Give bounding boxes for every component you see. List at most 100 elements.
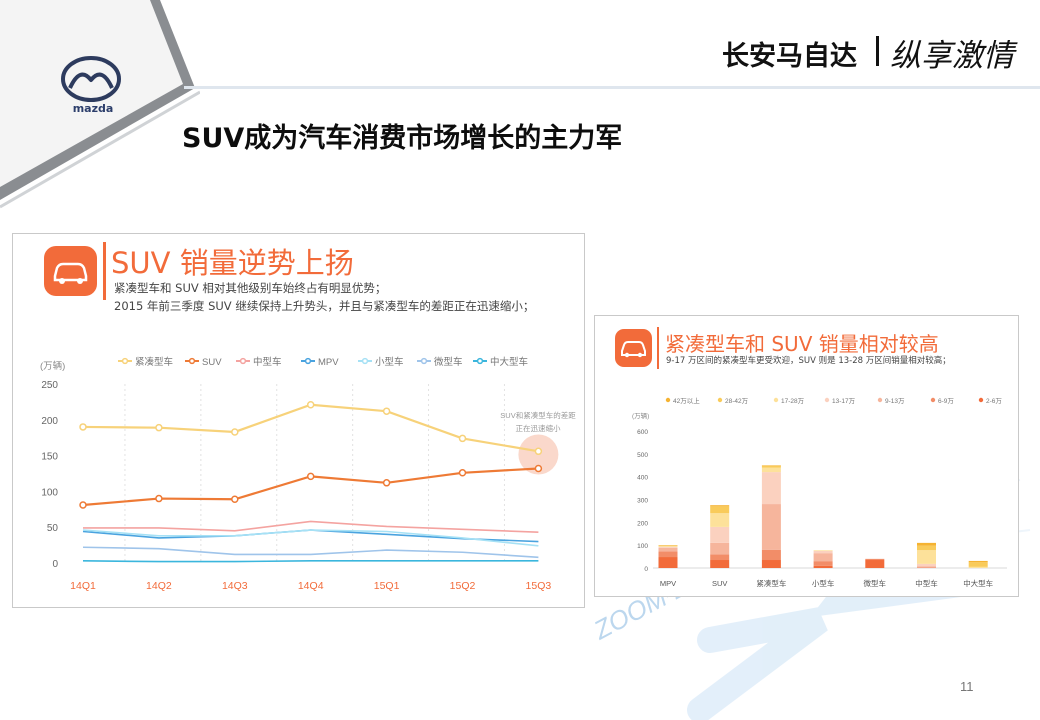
x-tick-label: 15Q3: [526, 580, 552, 592]
x-tick-label: SUV: [712, 579, 727, 588]
bar-segment: [917, 545, 936, 551]
data-point: [382, 479, 391, 487]
heading-accent-bar: [657, 327, 659, 369]
car-icon: [53, 262, 88, 284]
car-icon-box: [615, 329, 652, 367]
x-tick-label: 14Q1: [70, 580, 96, 592]
y-tick-label: 0: [52, 559, 58, 570]
bar-segment: [710, 554, 730, 561]
legend-marker: [239, 357, 247, 365]
bar-segment: [917, 567, 936, 568]
x-tick-label: 中型车: [915, 578, 938, 588]
data-point: [231, 428, 239, 436]
y-tick-label: 200: [637, 520, 648, 527]
data-point: [231, 495, 239, 504]
x-tick-label: 15Q2: [450, 580, 476, 592]
panel-subtitle-1: 紧凑型车和 SUV 相对其他级别车始终占有明显优势；: [114, 281, 387, 295]
legend-marker: [665, 397, 671, 403]
bar-segment: [658, 551, 678, 558]
bar-segment: [968, 560, 988, 563]
x-tick-label: 紧凑型车: [756, 578, 786, 588]
header-divider: [184, 86, 1040, 89]
legend-marker: [188, 357, 196, 365]
line-chart: (万辆) 0 50 100 150 200 250 14Q1 14Q2 14Q3 14Q4 15Q1 1…: [40, 356, 576, 592]
x-tick-label: 15Q1: [374, 580, 400, 592]
bar-chart: (万辆) 0 100 200 300 400 500 600 42万以上 28-42万 17-28万…: [632, 396, 1007, 588]
bar-segment: [710, 560, 730, 568]
bar-segment: [658, 557, 678, 568]
car-icon: [621, 341, 646, 358]
legend-label: SUV: [202, 357, 222, 368]
data-point: [155, 423, 163, 432]
bar-segment: [813, 565, 833, 568]
panel-heading: SUV 销量逆势上扬: [111, 246, 354, 280]
brand-slogan: 纵享激情: [890, 38, 1014, 74]
bar-segment: [917, 542, 936, 546]
heading-accent-bar: [103, 242, 106, 300]
legend-label: 6-9万: [938, 397, 954, 405]
mazda-logo-icon: [61, 56, 121, 102]
legend-label: 小型车: [375, 356, 404, 368]
legend-marker: [717, 397, 723, 403]
legend-label: 微型车: [434, 356, 463, 368]
y-tick-label: 0: [644, 566, 648, 573]
brand-separator: [876, 36, 879, 66]
y-axis-unit: (万辆): [40, 360, 65, 372]
data-point: [79, 423, 87, 431]
panel-heading: 紧凑型车和 SUV 销量相对较高: [665, 332, 939, 356]
bar-segment: [761, 465, 781, 468]
bar-segment: [710, 505, 730, 507]
bar-segment: [968, 562, 988, 567]
legend-marker: [773, 397, 779, 403]
data-point: [458, 434, 467, 443]
y-tick-label: 300: [637, 498, 648, 505]
y-tick-label: 500: [637, 452, 648, 459]
panel-subtitle-2: 2015 年前三季度 SUV 继续保持上升势头，并且与紧凑型车的差距正在迅速缩小…: [114, 299, 535, 313]
bar-segment: [710, 513, 730, 527]
legend-label: 28-42万: [725, 397, 749, 405]
bar-segment: [813, 553, 833, 562]
y-axis-unit: (万辆): [632, 411, 649, 420]
legend-label: 中型车: [253, 356, 282, 368]
legend-label: 17-28万: [781, 397, 805, 405]
legend-marker: [824, 397, 830, 403]
bar-segment: [710, 506, 730, 514]
bar-segment: [968, 566, 988, 568]
legend-label: 9-13万: [885, 397, 905, 405]
chart-annotation: 正在迅速缩小: [516, 423, 561, 433]
bar-segment: [761, 549, 781, 561]
y-tick-label: 50: [47, 523, 59, 534]
bar-segment: [813, 550, 833, 554]
legend-marker: [304, 357, 312, 365]
legend-marker: [877, 397, 883, 403]
x-tick-label: MPV: [660, 579, 676, 588]
legend-label: 13-17万: [832, 397, 856, 405]
x-tick-label: 微型车: [864, 578, 887, 588]
y-tick-label: 100: [637, 543, 648, 550]
y-tick-label: 250: [41, 380, 58, 391]
suv-trend-panel: SUV 销量逆势上扬 紧凑型车和 SUV 相对其他级别车始终占有明显优势； 20…: [12, 233, 585, 608]
data-point: [306, 472, 315, 481]
data-point: [458, 469, 467, 477]
series-line: [82, 546, 539, 559]
series-line: [82, 529, 539, 547]
legend-marker: [978, 397, 984, 403]
y-tick-label: 200: [41, 416, 58, 427]
bar-segment: [865, 560, 885, 568]
legend-label: 紧凑型车: [135, 356, 173, 368]
panel-subtitle: 9-17 万区间的紧凑型车更受欢迎，SUV 则是 13-28 万区间销量相对较高…: [666, 356, 951, 366]
price-range-panel: 紧凑型车和 SUV 销量相对较高 9-17 万区间的紧凑型车更受欢迎，SUV 则…: [594, 315, 1019, 597]
legend-marker: [476, 357, 484, 365]
y-tick-label: 100: [41, 487, 58, 498]
bar-segment: [761, 467, 781, 473]
data-point: [534, 447, 543, 456]
bar-segment: [658, 546, 678, 548]
x-tick-label: 14Q2: [146, 580, 172, 592]
data-point: [79, 501, 87, 509]
legend-marker: [361, 357, 369, 365]
legend-label: 2-6万: [986, 397, 1002, 405]
car-icon-box: [44, 246, 97, 296]
x-tick-label: 14Q3: [222, 580, 248, 592]
bar-segment: [710, 526, 730, 543]
bar-segment: [813, 550, 833, 551]
